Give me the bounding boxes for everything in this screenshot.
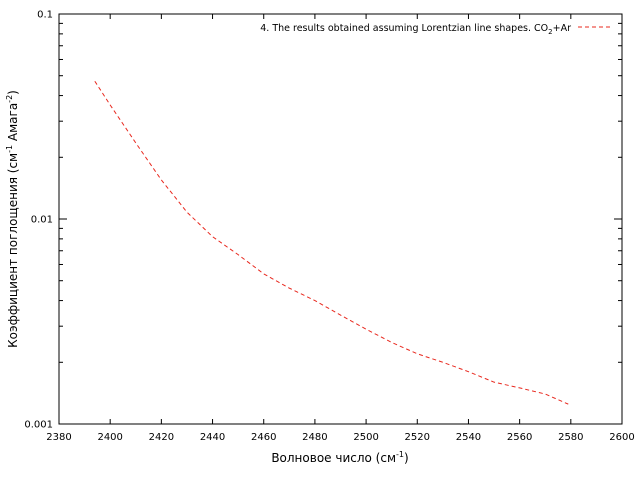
legend-label: 4. The results obtained assuming Lorentz…: [260, 23, 571, 36]
x-tick-label: 2580: [558, 432, 583, 443]
x-tick-label: 2480: [302, 432, 327, 443]
x-tick-label: 2500: [353, 432, 378, 443]
legend: 4. The results obtained assuming Lorentz…: [260, 23, 612, 36]
x-axis: 2380 2400 2420 2440 2460 2480 2500 2520 2540 2560…: [46, 14, 635, 443]
x-tick-label: 2600: [609, 432, 634, 443]
y-tick-label: 0.001: [24, 420, 53, 431]
x-tick-label: 2560: [507, 432, 532, 443]
series-layer: [94, 80, 569, 405]
y-tick-label: 0.1: [37, 10, 53, 21]
plot-area: [58, 13, 623, 425]
x-tick-label: 2520: [405, 432, 430, 443]
x-tick-label: 2460: [251, 432, 276, 443]
y-axis: 0.001 0.01 0.1: [24, 10, 622, 431]
x-tick-label: 2420: [149, 432, 174, 443]
y-tick-label: 0.01: [31, 215, 53, 226]
y-axis-label: Коэффициент поглощения (см-1 Амага-2): [5, 90, 20, 348]
x-axis-label: Волновое число (см-1): [271, 450, 408, 465]
x-tick-label: 2440: [200, 432, 225, 443]
x-tick-label: 2540: [456, 432, 481, 443]
x-tick-label: 2380: [46, 432, 71, 443]
series-line: [94, 80, 569, 405]
x-tick-label: 2400: [97, 432, 122, 443]
